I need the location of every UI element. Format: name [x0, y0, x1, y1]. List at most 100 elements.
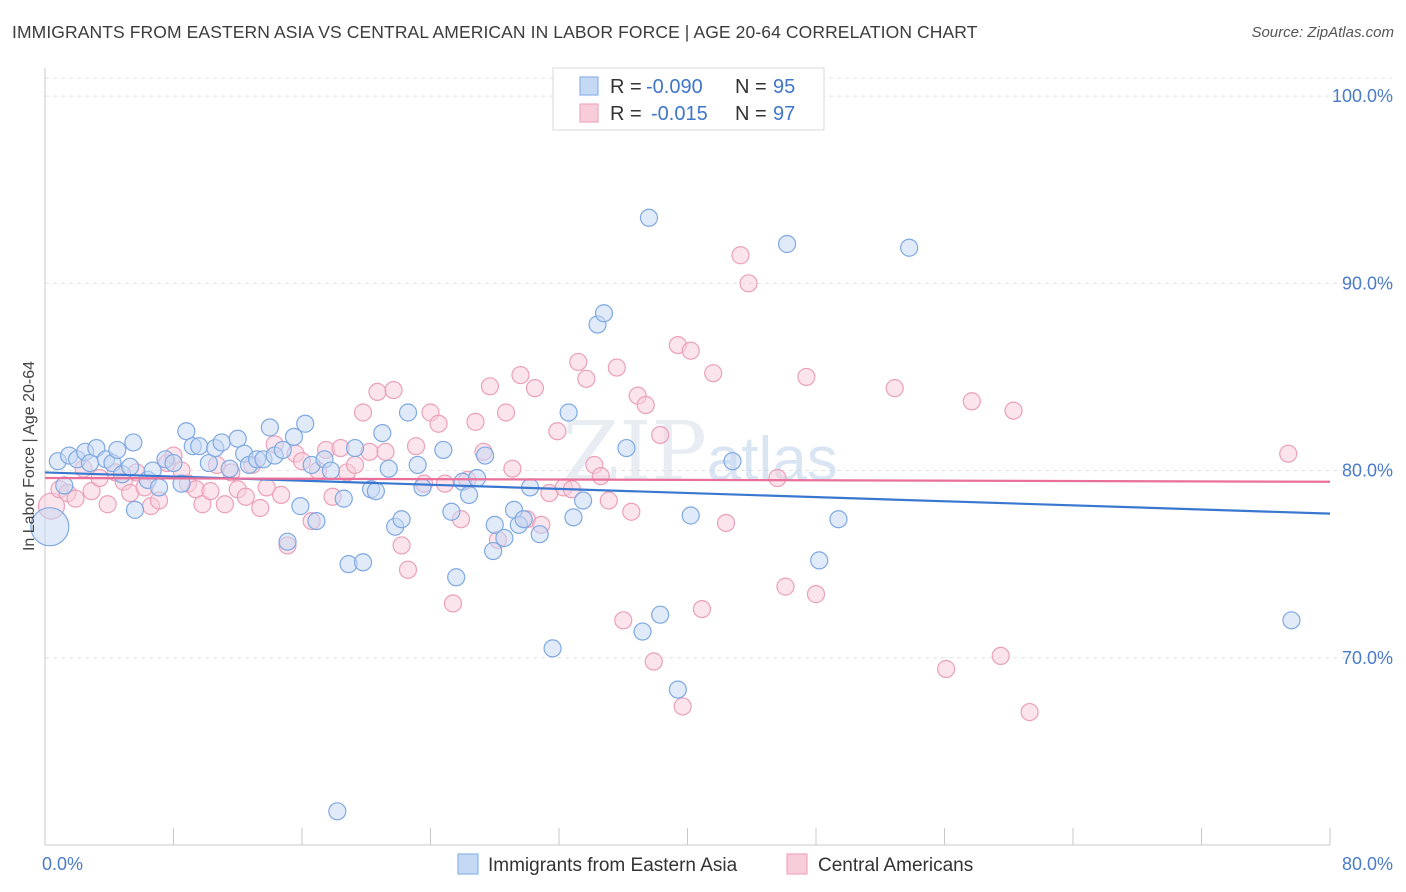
point-central-americans — [98, 495, 117, 514]
point-eastern-asia — [413, 478, 432, 497]
point-central-americans — [251, 498, 270, 518]
y-tick-label: 70.0% — [1342, 648, 1393, 668]
point-central-americans — [392, 536, 411, 555]
point-central-americans — [353, 403, 373, 422]
point-central-americans — [1004, 401, 1023, 420]
point-eastern-asia — [273, 440, 292, 460]
point-eastern-asia — [514, 510, 533, 529]
watermark: ZIPatlas — [562, 405, 838, 500]
bottom-legend-label-pink: Central Americans — [818, 855, 973, 876]
trend-line-central-americans — [44, 476, 1331, 483]
point-eastern-asia — [559, 403, 578, 422]
point-eastern-asia — [530, 525, 549, 544]
point-central-americans — [82, 482, 101, 501]
legend-swatch-pink — [579, 103, 599, 123]
point-eastern-asia — [284, 427, 304, 446]
point-eastern-asia — [278, 532, 297, 551]
y-tick-label: 90.0% — [1342, 273, 1393, 293]
x-tick-label: 0.0% — [42, 854, 83, 874]
point-eastern-asia — [345, 438, 365, 458]
point-central-americans — [569, 352, 588, 372]
point-central-americans — [991, 646, 1010, 665]
point-central-americans — [607, 358, 626, 377]
point-central-americans — [599, 491, 618, 510]
point-eastern-asia — [328, 802, 347, 821]
legend-r-label-1: R = — [610, 76, 642, 98]
point-central-americans — [443, 594, 463, 613]
point-central-americans — [1020, 702, 1039, 722]
point-eastern-asia — [260, 418, 279, 437]
legend-n-label-2: N = — [735, 103, 767, 125]
bottom-legend-swatch-pink — [786, 853, 808, 875]
point-central-americans — [368, 382, 387, 402]
point-central-americans — [1279, 444, 1298, 463]
point-eastern-asia — [228, 429, 247, 448]
point-eastern-asia — [777, 234, 797, 254]
legend: R = -0.090 N = 95 R = -0.015 N = 97 — [552, 67, 825, 131]
trend-lines — [44, 471, 1331, 515]
point-eastern-asia — [30, 507, 70, 547]
point-central-americans — [776, 577, 795, 596]
point-eastern-asia — [810, 551, 829, 570]
point-eastern-asia — [543, 639, 562, 658]
point-eastern-asia — [447, 568, 466, 587]
y-tick-label: 80.0% — [1342, 461, 1393, 481]
point-central-americans — [937, 659, 956, 679]
x-tick-labels: 0.0% 80.0% — [42, 854, 1393, 874]
y-axis-label: In Labor Force | Age 20-64 — [21, 361, 38, 551]
point-eastern-asia — [379, 459, 398, 478]
point-central-americans — [673, 697, 692, 716]
point-central-americans — [692, 599, 712, 619]
point-eastern-asia — [177, 422, 196, 441]
point-eastern-asia — [485, 515, 504, 534]
point-central-americans — [885, 379, 904, 398]
point-eastern-asia — [334, 489, 353, 508]
bottom-legend-label-blue: Immigrants from Eastern Asia — [488, 855, 738, 876]
point-eastern-asia — [121, 457, 140, 476]
point-eastern-asia — [495, 528, 514, 548]
legend-r-label-2: R = — [610, 103, 642, 125]
bottom-legend-swatch-blue — [457, 853, 479, 875]
point-eastern-asia — [617, 438, 636, 458]
source-label: Source: ZipAtlas.com — [1251, 24, 1394, 41]
point-eastern-asia — [291, 497, 310, 516]
point-eastern-asia — [220, 459, 239, 478]
point-eastern-asia — [392, 510, 411, 529]
point-eastern-asia — [434, 440, 453, 460]
point-central-americans — [193, 495, 212, 514]
point-central-americans — [525, 379, 545, 398]
legend-n-label-1: N = — [735, 76, 767, 98]
point-central-americans — [797, 367, 816, 387]
point-central-americans — [429, 414, 448, 433]
point-central-americans — [704, 364, 723, 383]
point-central-americans — [806, 585, 826, 604]
point-central-americans — [548, 422, 567, 441]
point-central-americans — [622, 502, 641, 521]
point-eastern-asia — [321, 461, 341, 480]
point-central-americans — [716, 513, 736, 533]
point-central-americans — [384, 380, 403, 400]
point-eastern-asia — [651, 605, 670, 624]
series-eastern-asia-points — [30, 208, 1301, 821]
point-central-americans — [215, 495, 234, 514]
point-central-americans — [739, 274, 758, 293]
point-central-americans — [398, 560, 418, 579]
point-eastern-asia — [149, 478, 169, 497]
point-eastern-asia — [366, 482, 385, 501]
point-eastern-asia — [900, 238, 919, 257]
point-eastern-asia — [124, 433, 143, 452]
point-central-americans — [636, 395, 655, 415]
point-eastern-asia — [594, 304, 614, 323]
point-eastern-asia — [459, 485, 479, 504]
point-eastern-asia — [353, 553, 373, 572]
point-eastern-asia — [296, 414, 315, 433]
point-eastern-asia — [668, 680, 687, 699]
point-eastern-asia — [55, 476, 74, 495]
point-eastern-asia — [442, 502, 461, 521]
point-central-americans — [496, 403, 516, 422]
legend-swatch-blue — [579, 76, 599, 96]
point-central-americans — [66, 489, 85, 508]
point-eastern-asia — [199, 453, 218, 473]
point-eastern-asia — [633, 622, 652, 641]
